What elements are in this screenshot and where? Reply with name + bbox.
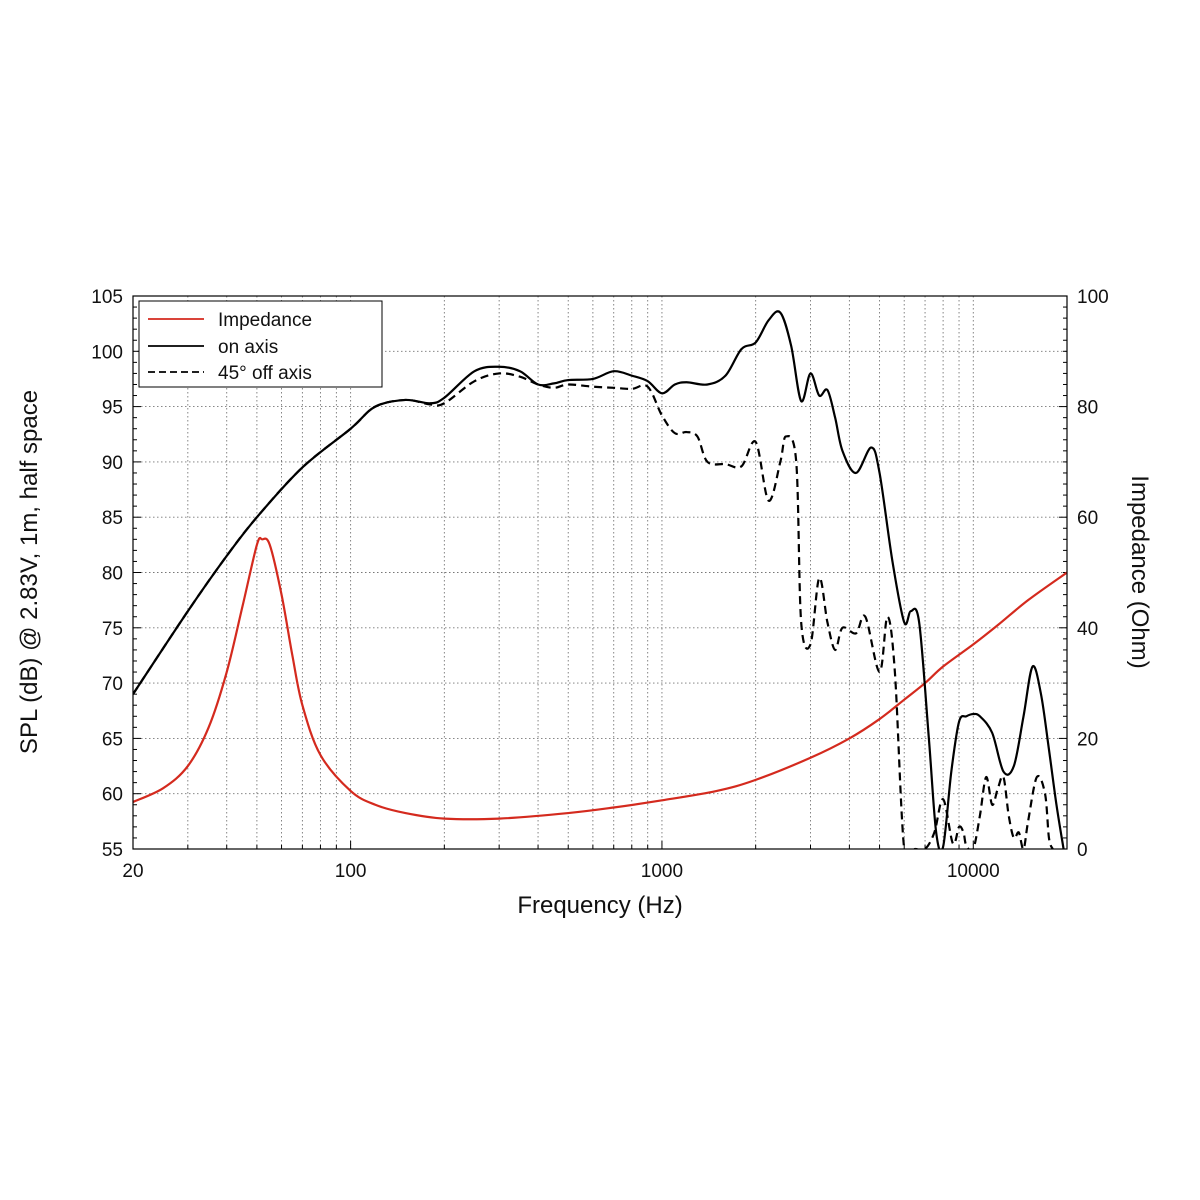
- y2-axis-label: Impedance (Ohm): [1126, 475, 1153, 668]
- y2-tick-label: 60: [1077, 508, 1098, 529]
- plot-frame: [132, 295, 1068, 850]
- y-tick-label: 55: [102, 840, 123, 861]
- y-tick-label: 90: [102, 453, 123, 474]
- y-tick-label: 65: [102, 729, 123, 750]
- series-layer: [133, 310, 1067, 849]
- y-tick-label: 100: [91, 342, 123, 363]
- legend: Impedance on axis 45° off axis: [138, 300, 383, 388]
- y2-tick-label: 100: [1077, 287, 1109, 308]
- y-tick-label: 85: [102, 508, 123, 529]
- y-axis-label: SPL (dB) @ 2.83V, 1m, half space: [16, 390, 43, 754]
- series-line-on-axis: [133, 310, 1065, 849]
- y-tick-label: 60: [102, 785, 123, 806]
- grid: [133, 296, 1067, 849]
- x-axis-label: Frequency (Hz): [517, 892, 682, 919]
- y2-tick-labels: 0 20 40 60 80 100: [1077, 287, 1109, 861]
- x-tick-label: 100: [335, 861, 367, 882]
- series-line-45-off-axis: [133, 372, 1054, 849]
- x-tick-label: 10000: [947, 861, 1000, 882]
- legend-label-off-axis: 45° off axis: [218, 363, 312, 384]
- legend-box: [138, 300, 383, 388]
- y-tick-label: 95: [102, 398, 123, 419]
- series-line-impedance: [133, 536, 1067, 821]
- x-tick-label: 1000: [641, 861, 683, 882]
- y2-tick-label: 20: [1077, 729, 1098, 750]
- y-tick-label: 75: [102, 619, 123, 640]
- y2-tick-label: 80: [1077, 398, 1098, 419]
- legend-label-on-axis: on axis: [218, 337, 278, 358]
- y-tick-label: 105: [91, 287, 123, 308]
- y-tick-label: 80: [102, 564, 123, 585]
- x-tick-labels: 20 100 1000 10000: [122, 861, 999, 882]
- y2-tick-label: 40: [1077, 619, 1098, 640]
- y-tick-labels: 55 60 65 70 75 80 85 90 95 100 105: [91, 287, 123, 861]
- y2-tick-label: 0: [1077, 840, 1088, 861]
- minor-ticks: [132, 295, 1068, 850]
- x-tick-label: 20: [122, 861, 143, 882]
- legend-label-impedance: Impedance: [218, 310, 312, 331]
- y-tick-label: 70: [102, 674, 123, 695]
